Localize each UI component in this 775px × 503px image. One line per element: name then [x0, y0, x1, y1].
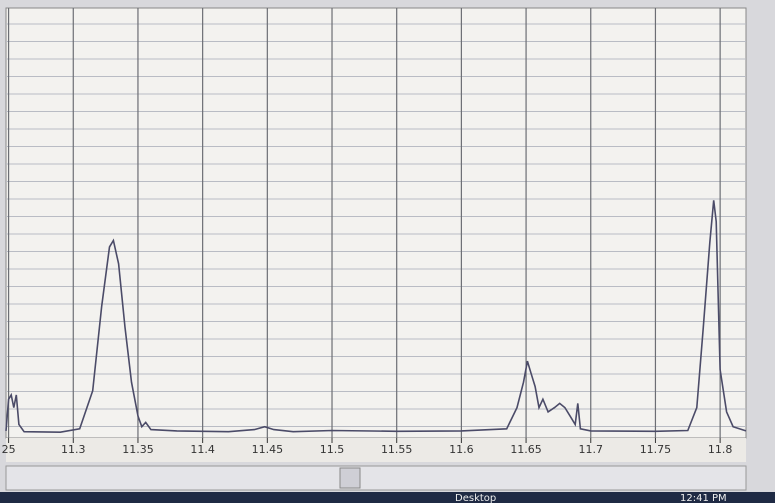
x-tick-label: 11.75 — [640, 443, 672, 456]
x-tick-label: 11.8 — [708, 443, 733, 456]
x-tick-label: 11.65 — [510, 443, 542, 456]
x-tick-label: 11.4 — [190, 443, 215, 456]
taskbar-label: Desktop — [455, 493, 496, 503]
x-tick-label: 25 — [2, 443, 16, 456]
scrollbar[interactable] — [5, 465, 747, 491]
x-tick-label: 11.5 — [320, 443, 345, 456]
x-tick-label: 11.55 — [381, 443, 413, 456]
horizontal-grid — [6, 23, 746, 427]
taskbar — [0, 492, 775, 503]
x-axis-band — [6, 438, 746, 462]
x-tick-label: 11.35 — [122, 443, 154, 456]
scroll-thumb[interactable] — [339, 467, 361, 489]
taskbar-time: 12:41 PM — [680, 493, 727, 503]
x-tick-label: 11.7 — [579, 443, 604, 456]
x-tick-label: 11.6 — [449, 443, 474, 456]
x-tick-label: 11.3 — [61, 443, 86, 456]
x-tick-label: 11.45 — [252, 443, 284, 456]
data-line — [5, 200, 747, 434]
